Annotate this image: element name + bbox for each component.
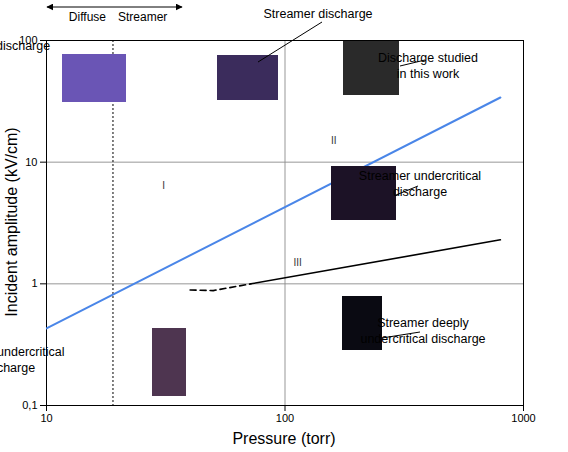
svg-text:I: I <box>162 180 165 191</box>
svg-text:10: 10 <box>25 156 37 168</box>
svg-text:10: 10 <box>40 412 52 424</box>
svg-text:100: 100 <box>276 412 294 424</box>
svg-text:Streamer deeplyundercritical d: Streamer deeplyundercritical discharge <box>360 316 485 346</box>
svg-text:Pressure (torr): Pressure (torr) <box>232 430 335 447</box>
svg-text:Incident amplitude (kV/cm): Incident amplitude (kV/cm) <box>3 127 20 316</box>
svg-text:Streamer: Streamer <box>118 10 167 24</box>
svg-text:II: II <box>331 135 337 146</box>
svg-text:0,1: 0,1 <box>22 399 37 411</box>
svg-text:Diffuse discharge: Diffuse discharge <box>0 39 50 53</box>
svg-text:1000: 1000 <box>511 412 535 424</box>
svg-text:III: III <box>293 257 301 268</box>
svg-text:Streamer undercriticaldischarg: Streamer undercriticaldischarge <box>359 169 481 199</box>
svg-text:1: 1 <box>31 277 37 289</box>
svg-text:Discharge studiedin this work: Discharge studiedin this work <box>378 51 478 81</box>
svg-text:Diffuse undercriticaldischarg: Diffuse undercriticaldischarge <box>0 345 65 375</box>
svg-text:Diffuse: Diffuse <box>69 10 106 24</box>
svg-text:Streamer discharge: Streamer discharge <box>263 7 372 21</box>
